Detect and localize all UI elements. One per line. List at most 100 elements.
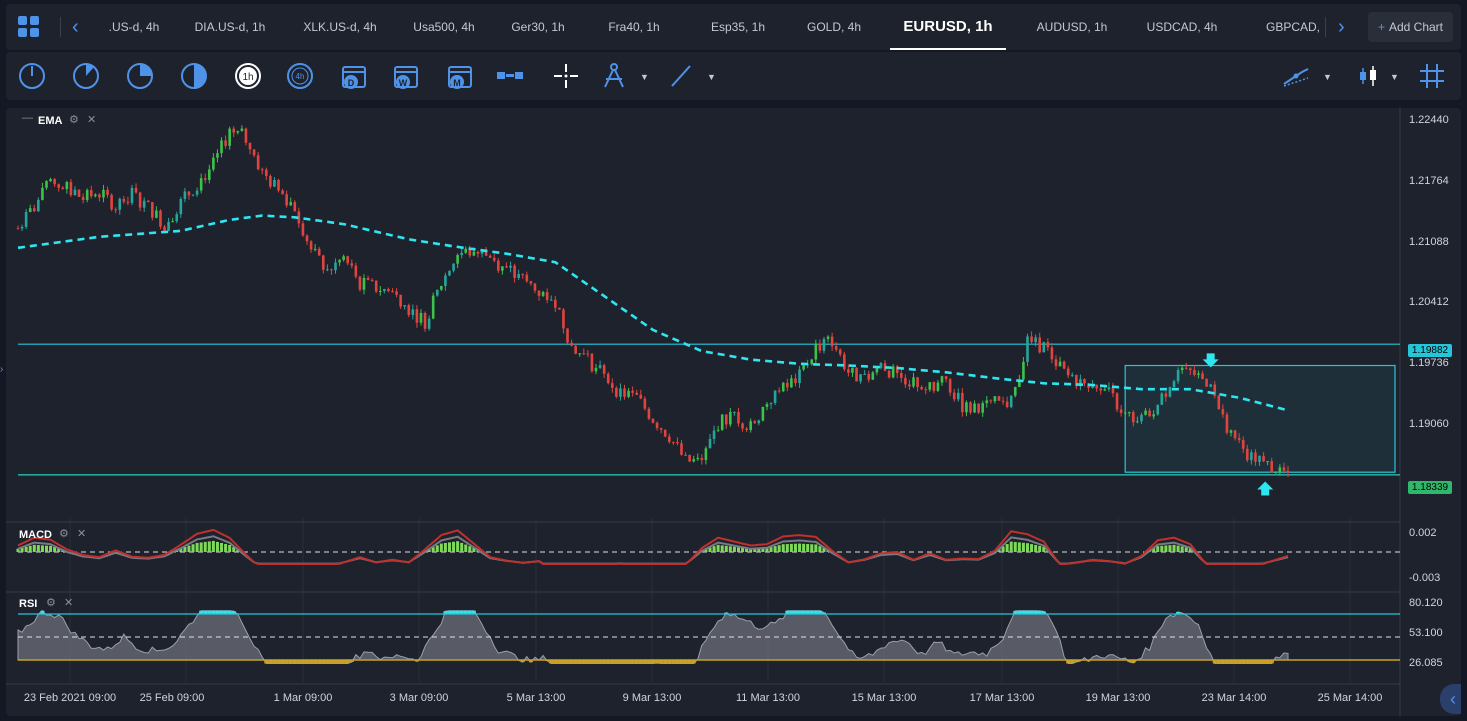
candle-body <box>81 196 85 201</box>
candle-body <box>387 289 390 292</box>
rsi-oversold-fill <box>549 660 554 664</box>
clock-quarter-icon[interactable] <box>18 62 46 90</box>
macd-histogram-bar <box>20 547 24 552</box>
rsi-oversold-fill <box>1212 660 1217 664</box>
candle-body <box>1180 367 1184 371</box>
macd-histogram-bar <box>220 542 224 552</box>
tab-scroll-right-icon[interactable]: › <box>1338 16 1345 38</box>
ruler-icon[interactable] <box>496 62 524 90</box>
indicators-icon[interactable] <box>1282 62 1310 90</box>
rsi-overbought-fill <box>467 610 472 614</box>
grid-icon[interactable] <box>1418 62 1446 90</box>
candle-body <box>1176 370 1180 382</box>
trendline-icon[interactable] <box>668 62 696 90</box>
candle-body <box>411 309 415 316</box>
tab-usdcad-4h[interactable]: USDCAD, 4h <box>1146 20 1218 34</box>
rsi-oversold-fill <box>288 660 293 664</box>
candle-body <box>89 190 93 197</box>
layout-grid-icon[interactable] <box>18 16 40 38</box>
calendar-month-icon[interactable]: M <box>446 62 474 90</box>
clock-third-icon[interactable] <box>72 62 100 90</box>
compass-dropdown-icon[interactable]: ▼ <box>640 72 649 82</box>
macd-histogram-bar <box>49 545 53 552</box>
tab-esp35-1h[interactable]: Esp35, 1h <box>710 20 766 34</box>
tab-audusd-1h[interactable]: AUDUSD, 1h <box>1036 20 1108 34</box>
candle-body <box>134 187 138 193</box>
close-icon[interactable]: ✕ <box>87 114 97 126</box>
close-icon[interactable]: ✕ <box>64 597 74 609</box>
calendar-week-icon[interactable]: W <box>392 62 420 90</box>
svg-text:1h: 1h <box>242 72 253 83</box>
chart-type-icon[interactable] <box>1354 62 1382 90</box>
compass-icon[interactable] <box>600 62 628 90</box>
macd-histogram-bar <box>806 544 810 552</box>
tab-dia-us-d-1h[interactable]: DIA.US-d, 1h <box>194 20 266 34</box>
tab-scroll-left-icon[interactable]: ‹ <box>72 16 79 38</box>
candle-body <box>69 182 73 196</box>
rsi-overbought-fill <box>463 610 468 614</box>
candle-body <box>830 336 834 347</box>
tab-gold-4h[interactable]: GOLD, 4h <box>806 20 862 34</box>
chart-panel[interactable]: — EMA ⚙ ✕ MACD ⚙ ✕ RSI ⚙ ✕ 1.22440 1.217… <box>6 108 1461 716</box>
close-icon[interactable]: ✕ <box>77 528 87 540</box>
macd-histogram-bar <box>1021 542 1025 552</box>
candle-body <box>1266 461 1269 463</box>
trendline-dropdown-icon[interactable]: ▼ <box>707 72 716 82</box>
tab-fra40-1h[interactable]: Fra40, 1h <box>608 20 660 34</box>
candle-body <box>24 211 28 227</box>
macd-histogram-bar <box>1001 546 1005 552</box>
candle-body <box>273 179 276 187</box>
candle-body <box>712 430 716 440</box>
macd-histogram-bar <box>24 546 28 552</box>
settings-icon[interactable]: ⚙ <box>69 114 79 126</box>
left-edge-marker-icon: › <box>0 364 4 375</box>
rsi-oversold-fill <box>1229 660 1234 664</box>
macd-histogram-bar <box>427 548 431 552</box>
add-chart-button[interactable]: + Add Chart <box>1367 12 1453 42</box>
indicators-dropdown-icon[interactable]: ▼ <box>1323 72 1332 82</box>
candle-body <box>1221 409 1225 415</box>
tab-eurusd-1h[interactable]: EURUSD, 1h <box>890 4 1006 50</box>
candle-body <box>106 189 109 195</box>
time-tick: 9 Mar 13:00 <box>622 692 682 704</box>
clock-full-icon[interactable] <box>180 62 208 90</box>
candle-body <box>745 428 748 430</box>
candle-body <box>875 368 879 373</box>
settings-icon[interactable]: ⚙ <box>59 528 69 540</box>
macd-histogram-bar <box>228 544 232 552</box>
tab-xlk-us-d-4h[interactable]: XLK.US-d, 4h <box>303 20 377 34</box>
clock-half-icon[interactable] <box>126 62 154 90</box>
collapse-panel-button[interactable]: ‹ <box>1440 684 1461 714</box>
candle-body <box>199 178 203 191</box>
time-tick: 25 Mar 14:00 <box>1317 692 1383 704</box>
macd-histogram-bar <box>732 546 736 552</box>
macd-histogram-bar <box>57 548 61 552</box>
tab-us-d-4h[interactable]: .US-d, 4h <box>108 20 160 34</box>
rsi-overbought-fill <box>817 610 822 614</box>
macd-histogram-bar <box>435 545 439 552</box>
rsi-oversold-fill <box>1216 660 1221 664</box>
macd-histogram-bar <box>1152 548 1156 552</box>
candle-body <box>904 377 907 385</box>
candle-body <box>1123 412 1127 414</box>
candle-body <box>838 349 842 355</box>
candle-body <box>997 396 1001 401</box>
tab-ger30-1h[interactable]: Ger30, 1h <box>511 20 565 34</box>
tab-usa500-4h[interactable]: Usa500, 4h <box>413 20 475 34</box>
tab-gbpcad-4[interactable]: GBPCAD, 4 <box>1266 20 1322 34</box>
settings-icon[interactable]: ⚙ <box>46 597 56 609</box>
crosshair-icon[interactable] <box>552 62 580 90</box>
timeframe-1h-icon[interactable]: 1h <box>234 62 262 90</box>
chart-type-dropdown-icon[interactable]: ▼ <box>1390 72 1399 82</box>
candle-body <box>952 392 956 400</box>
rsi-overbought-fill <box>459 610 464 614</box>
candle-body <box>647 408 651 419</box>
price-tick: 1.22440 <box>1409 114 1449 126</box>
collapse-icon[interactable]: — <box>22 112 33 124</box>
chart-canvas[interactable] <box>6 108 1461 716</box>
calendar-day-icon[interactable]: D <box>340 62 368 90</box>
timeframe-4h-icon[interactable]: 4h <box>286 62 314 90</box>
rsi-oversold-fill <box>671 660 676 664</box>
macd-histogram-bar <box>818 546 822 552</box>
candle-body <box>855 367 858 382</box>
